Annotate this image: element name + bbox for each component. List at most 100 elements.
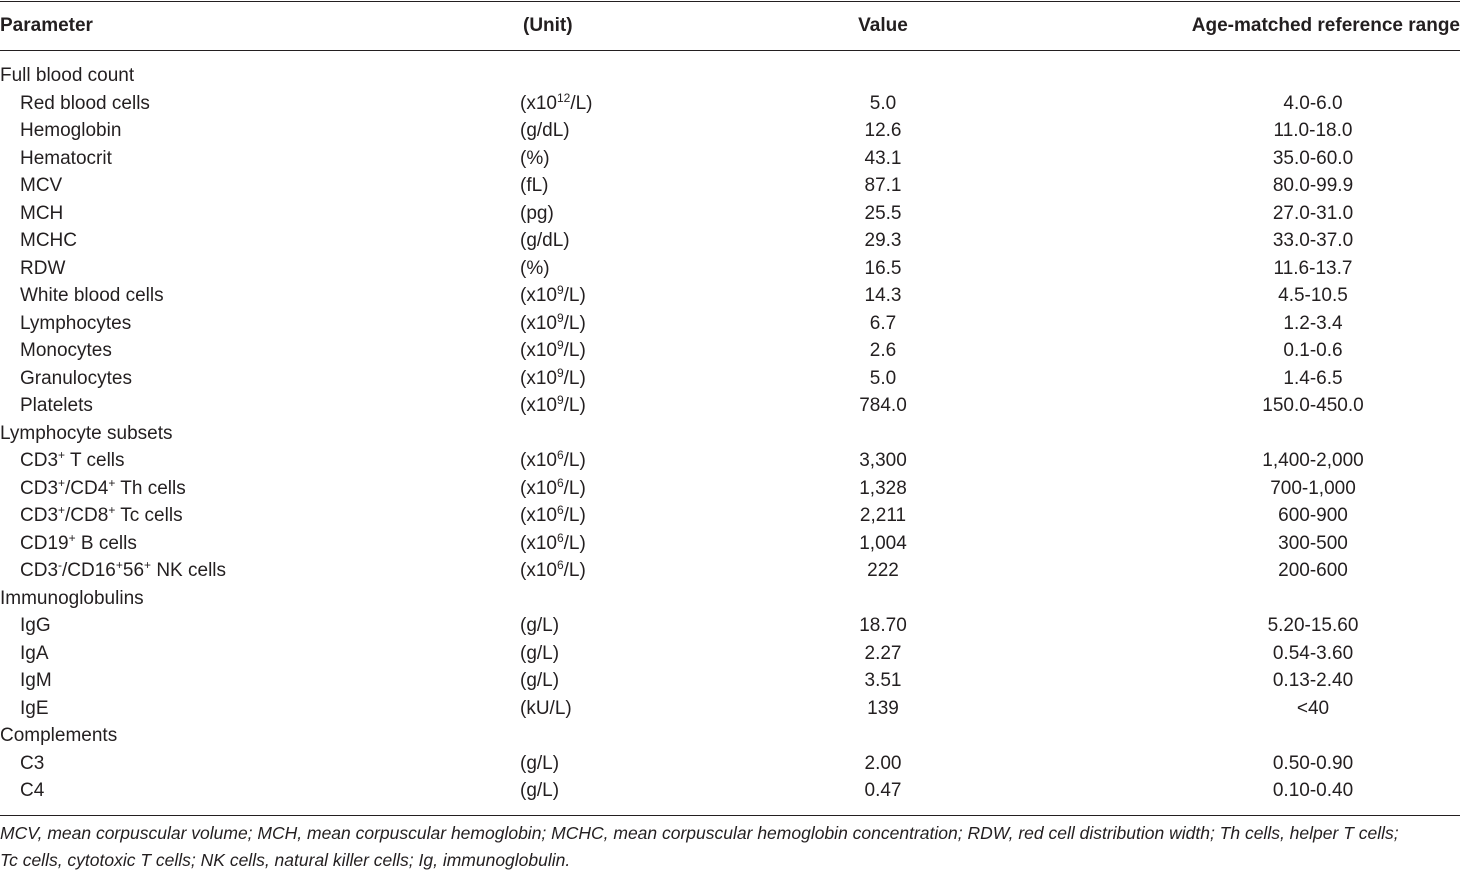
text-part: (g/L) bbox=[520, 670, 560, 691]
parameter-cell: IgM bbox=[20, 670, 52, 692]
text-part: NK cells bbox=[151, 560, 227, 581]
reference-range-cell: 4.0-6.0 bbox=[1283, 92, 1343, 114]
parameter-cell: CD3+ T cells bbox=[20, 448, 125, 472]
superscript: + bbox=[108, 475, 116, 490]
value-cell: 14.3 bbox=[864, 285, 902, 306]
text-part: Th cells bbox=[115, 477, 186, 499]
superscript: + bbox=[58, 503, 66, 517]
superscript: + bbox=[58, 475, 66, 490]
superscript: 9 bbox=[556, 365, 564, 380]
value-cell: 2,211 bbox=[859, 505, 907, 526]
text-part: /CD4 bbox=[65, 477, 109, 499]
text-part: MCV bbox=[20, 175, 63, 196]
text-part: Granulocytes bbox=[20, 367, 132, 389]
parameter-cell: Lymphocytes bbox=[20, 313, 131, 335]
text-part: Monocytes bbox=[20, 340, 112, 361]
superscript: + bbox=[108, 503, 116, 517]
unit-cell: (x106/L) bbox=[520, 449, 586, 472]
text-part: (x10 bbox=[520, 285, 557, 306]
reference-range-cell: 0.50-0.90 bbox=[1272, 752, 1354, 774]
superscript: 9 bbox=[556, 310, 564, 325]
value-cell: 222 bbox=[867, 560, 899, 581]
unit-cell: (x109/L) bbox=[520, 338, 586, 362]
text-part: (x10 bbox=[520, 340, 557, 361]
value-cell: 1,328 bbox=[859, 477, 907, 499]
unit-cell: (x109/L) bbox=[520, 283, 586, 307]
parameter-cell: MCHC bbox=[20, 230, 77, 252]
unit-cell: (g/L) bbox=[520, 643, 559, 665]
value-cell: 2.00 bbox=[864, 752, 902, 774]
text-part: (%) bbox=[520, 147, 550, 169]
group-label: Complements bbox=[0, 725, 118, 746]
text-part: /L) bbox=[563, 367, 586, 389]
text-part: IgG bbox=[20, 615, 51, 636]
superscript: + bbox=[115, 558, 123, 572]
text-part: (x10 bbox=[520, 92, 557, 114]
superscript: + bbox=[58, 448, 66, 462]
superscript: 6 bbox=[556, 475, 564, 490]
unit-cell: (kU/L) bbox=[520, 698, 572, 720]
unit-cell: (x1012/L) bbox=[520, 90, 593, 115]
text-part: (g/L) bbox=[520, 642, 560, 664]
unit-cell: (x106/L) bbox=[520, 530, 586, 555]
group-label: Immunoglobulins bbox=[0, 587, 144, 609]
text-part: CD3 bbox=[20, 477, 59, 499]
text-part: Hemoglobin bbox=[20, 120, 122, 141]
reference-range-cell: 200-600 bbox=[1278, 560, 1348, 581]
footnote-line: Tc cells, cytotoxic T cells; NK cells, n… bbox=[0, 850, 571, 870]
reference-range-cell: 35.0-60.0 bbox=[1272, 147, 1354, 169]
text-part: /L) bbox=[563, 285, 586, 306]
text-part: (x10 bbox=[520, 560, 557, 581]
value-cell: 3.51 bbox=[864, 670, 902, 691]
text-part: MCH bbox=[20, 202, 64, 224]
parameter-cell: IgA bbox=[20, 643, 49, 665]
text-part: Hematocrit bbox=[20, 147, 112, 169]
table-bottom-rule bbox=[0, 815, 1460, 816]
text-part: C4 bbox=[20, 780, 45, 801]
value-cell: 16.5 bbox=[864, 257, 902, 279]
superscript: - bbox=[58, 558, 63, 572]
unit-cell: (x106/L) bbox=[520, 475, 586, 500]
reference-range-cell: 150.0-450.0 bbox=[1262, 395, 1364, 416]
value-cell: 2.6 bbox=[869, 340, 897, 361]
reference-range-cell: 4.5-10.5 bbox=[1278, 285, 1348, 306]
value-cell: 18.70 bbox=[859, 615, 907, 636]
parameter-cell: RDW bbox=[20, 258, 65, 280]
text-part: (x10 bbox=[520, 450, 557, 471]
footnote-line: MCV, mean corpuscular volume; MCH, mean … bbox=[0, 823, 1399, 843]
group-label: Full blood count bbox=[0, 65, 135, 86]
superscript: 9 bbox=[556, 338, 564, 352]
text-part: /CD8 bbox=[65, 505, 109, 526]
reference-range-cell: 300-500 bbox=[1278, 532, 1348, 554]
text-part: (kU/L) bbox=[520, 697, 572, 719]
text-part: Lymphocytes bbox=[20, 312, 132, 334]
superscript: 12 bbox=[556, 90, 571, 105]
parameter-cell: IgE bbox=[20, 698, 49, 720]
parameter-cell: Hematocrit bbox=[20, 148, 112, 170]
text-part: (%) bbox=[520, 257, 550, 279]
text-part: T cells bbox=[65, 450, 125, 471]
parameter-cell: White blood cells bbox=[20, 285, 164, 307]
reference-range-cell: 5.20-15.60 bbox=[1267, 615, 1359, 636]
value-cell: 29.3 bbox=[864, 230, 902, 251]
parameter-cell: IgG bbox=[20, 615, 51, 637]
text-part: IgM bbox=[20, 670, 52, 691]
text-part: B cells bbox=[75, 532, 137, 554]
value-cell: 0.47 bbox=[864, 780, 902, 801]
value-cell: 139 bbox=[867, 697, 899, 719]
group-label: Lymphocyte subsets bbox=[0, 422, 173, 444]
header-value: Value bbox=[858, 15, 908, 36]
superscript: 6 bbox=[556, 530, 564, 545]
unit-cell: (x109/L) bbox=[520, 310, 586, 335]
superscript: 9 bbox=[556, 283, 564, 297]
text-part: RDW bbox=[20, 257, 66, 279]
text-part: (x10 bbox=[520, 395, 557, 416]
text-part: IgE bbox=[20, 697, 49, 719]
text-part: (g/L) bbox=[520, 752, 560, 774]
footnote: MCV, mean corpuscular volume; MCH, mean … bbox=[0, 820, 1460, 874]
parameter-cell: Platelets bbox=[20, 395, 93, 417]
superscript: + bbox=[144, 558, 152, 572]
table-top-rule bbox=[0, 1, 1460, 2]
parameter-cell: CD3-/CD16+56+ NK cells bbox=[20, 558, 227, 582]
unit-cell: (%) bbox=[520, 148, 550, 170]
